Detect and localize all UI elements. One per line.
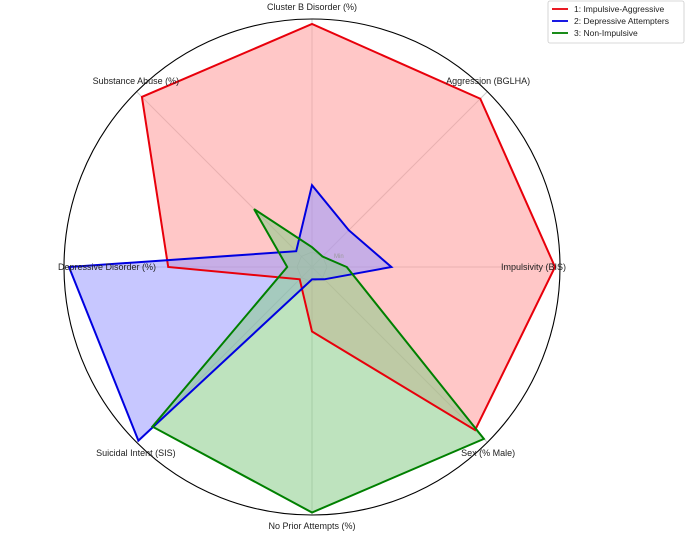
series-line-1 (140, 22, 557, 432)
axis-label: Cluster B Disorder (%) (267, 2, 357, 12)
axis-label: Sex (% Male) (461, 448, 515, 458)
axis-label: Impulsivity (BIS) (501, 262, 566, 272)
outer-ring (63, 18, 561, 516)
series-layer (67, 22, 557, 514)
legend-label-1: 1: Impulsive-Aggressive (574, 4, 665, 14)
legend-label-2: 2: Depressive Attempters (574, 16, 669, 26)
center-label: Min (334, 254, 344, 260)
legend-label-3: 3: Non-Impulsive (574, 28, 638, 38)
series-fill-1 (141, 24, 555, 431)
axis-label: Suicidal Intent (SIS) (96, 448, 176, 458)
series-line-3 (150, 208, 486, 514)
series-fill-3 (152, 209, 484, 513)
legend: 1: Impulsive-Aggressive 2: Depressive Att… (547, 0, 685, 44)
axis-label: Aggression (BGLHA) (446, 76, 530, 86)
axis-label: Substance Abuse (%) (93, 76, 180, 86)
series-line-2 (67, 183, 394, 443)
axis-label: Depressive Disorder (%) (58, 262, 156, 272)
axis-labels: Impulsivity (BIS) Aggression (BGLHA) Clust… (58, 2, 566, 531)
axis-label: No Prior Attempts (%) (268, 521, 355, 531)
legend-box (547, 0, 685, 44)
